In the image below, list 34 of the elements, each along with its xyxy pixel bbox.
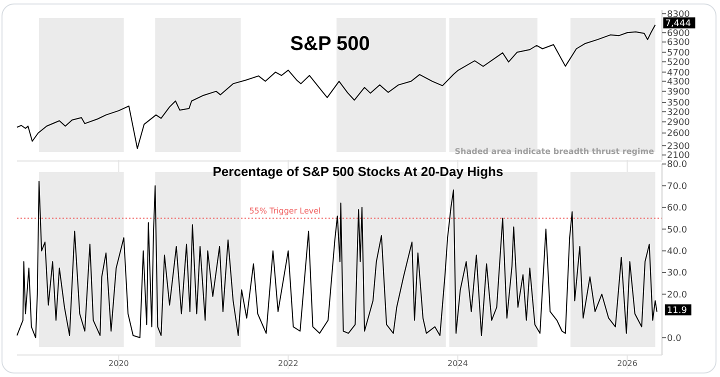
y-tick-label: 3500 [667,98,690,109]
y-tick-label: 20.0 [667,290,688,300]
y-tick-label: 50.0 [667,225,688,236]
y-tick-label: 2600 [667,129,690,140]
text: S&P 500 [290,33,370,55]
x-tick-label: 2020 [108,359,129,368]
y-tick-label: 8300 [667,10,690,20]
y-tick-label: 6300 [667,38,690,48]
y-tick-label: 0.0 [667,334,682,344]
y-tick-label: 2900 [667,118,690,128]
y-tick-label: 3900 [667,87,690,98]
ref-line-label: 55% Trigger Level [249,206,321,216]
chart-title: Percentage of S&P 500 Stocks At 20-Day Highs [212,164,504,179]
y-tick-label: 4300 [667,77,690,88]
line-series [16,180,658,338]
x-tick-label: 2026 [617,359,638,368]
y-tick-label: 4700 [667,68,690,78]
y-tick-label: 3200 [667,108,690,118]
x-tick-label: 2024 [448,359,468,368]
y-tick-label: 5700 [667,48,690,58]
y-tick-label: 70.0 [667,182,688,192]
y-tick-label: 2100 [667,151,690,162]
y-tick-label: 60.0 [667,204,688,214]
line-series [16,24,656,149]
annotation: 7,444 [665,18,692,29]
y-tick-label: 2300 [667,142,690,152]
y-tick-label: 6900 [667,28,690,39]
y-tick-label: 40.0 [667,246,688,257]
y-tick-label: 5200 [667,58,690,68]
annotation: 11.9 [666,306,688,316]
y-tick-label: 80.0 [667,160,688,170]
annotation: Shaded area indicate breadth thrust regime [454,147,655,156]
y-tick-label: 30.0 [667,268,688,279]
x-tick-label: 2022 [278,359,298,368]
